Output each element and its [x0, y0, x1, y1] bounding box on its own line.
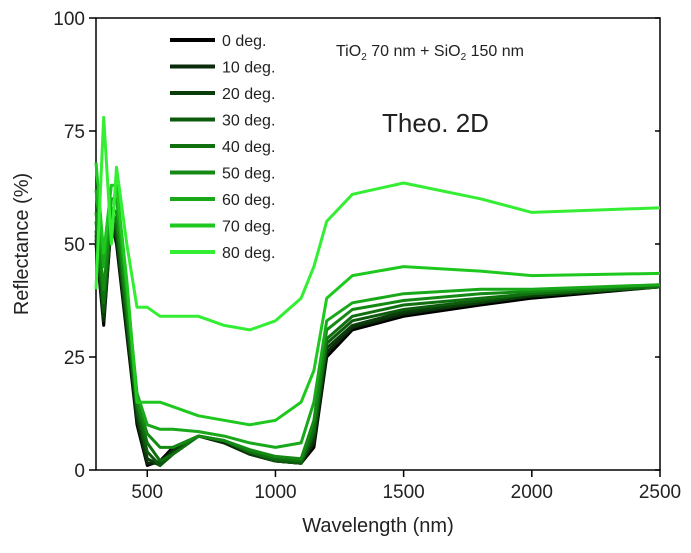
series-line — [94, 219, 661, 465]
x-tick-label: 2500 — [639, 482, 681, 503]
annotation-part: 2 — [361, 52, 367, 63]
legend-label: 70 deg. — [222, 219, 275, 236]
legend-label: 80 deg. — [222, 245, 275, 262]
annotation-part: TiO — [336, 43, 361, 60]
y-tick-label: 0 — [74, 461, 85, 482]
series-line — [94, 210, 661, 463]
legend-label: 60 deg. — [222, 192, 275, 209]
x-tick-label: 2000 — [511, 482, 553, 503]
annotation-part: 70 nm + SiO — [367, 43, 461, 60]
legend-label: 30 deg. — [222, 113, 275, 130]
series-line — [94, 215, 661, 467]
y-tick-label: 25 — [64, 348, 85, 369]
x-tick-label: 1500 — [382, 482, 424, 503]
legend-label: 0 deg. — [222, 33, 266, 50]
series-line — [94, 162, 661, 427]
legend-label: 10 deg. — [222, 60, 275, 77]
y-tick-label: 50 — [64, 235, 85, 256]
legend-label: 50 deg. — [222, 166, 275, 183]
annotation-part: 150 nm — [466, 43, 524, 60]
annotation-2: Theo. 2D — [382, 108, 489, 138]
y-axis-label: Reflectance (%) — [11, 173, 33, 315]
plot-frame — [95, 17, 661, 471]
series-line — [94, 215, 661, 467]
y-tick-label: 100 — [53, 9, 85, 30]
x-axis-label: Wavelength (nm) — [302, 515, 454, 537]
annotation: TiO2 70 nm + SiO2 150 nm — [336, 43, 524, 63]
annotation-part: 2 — [461, 52, 467, 63]
series-line — [94, 206, 661, 461]
x-tick-label: 1000 — [254, 482, 296, 503]
series-line — [94, 115, 661, 332]
legend-label: 40 deg. — [222, 139, 275, 156]
y-tick-label: 75 — [64, 122, 85, 143]
legend-label: 20 deg. — [222, 86, 275, 103]
x-tick-label: 500 — [131, 482, 163, 503]
